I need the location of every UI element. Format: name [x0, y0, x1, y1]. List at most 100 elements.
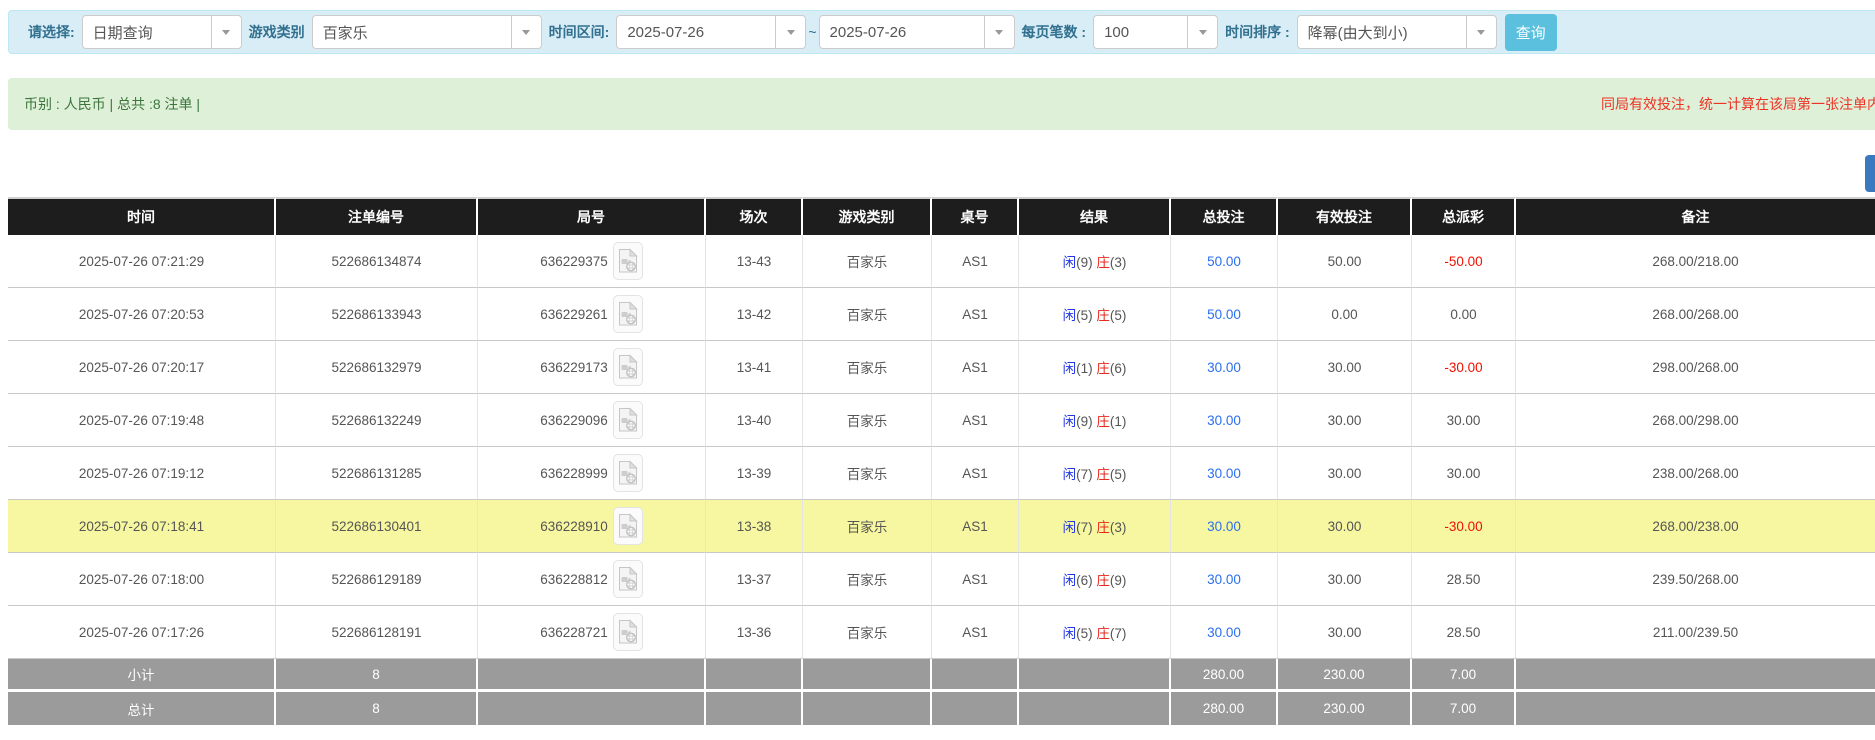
subtotal-empty — [1516, 659, 1875, 692]
cell-bet-id: 522686133943 — [276, 288, 478, 341]
col-header-round: 局号 — [478, 197, 706, 235]
cell-bet-id: 522686132979 — [276, 341, 478, 394]
cell-payout: -50.00 — [1412, 235, 1516, 288]
subtotal-empty — [1019, 659, 1171, 692]
cell-time: 2025-07-26 07:21:29 — [8, 235, 276, 288]
col-header-valid-bet: 有效投注 — [1278, 197, 1412, 235]
cell-result: 闲(1) 庄(6) — [1019, 341, 1171, 394]
chevron-down-icon — [984, 16, 1014, 48]
subtotal-payout: 7.00 — [1412, 659, 1516, 692]
cell-valid-bet: 30.00 — [1278, 553, 1412, 606]
cell-total-bet-link[interactable]: 30.00 — [1171, 394, 1278, 447]
table-row: 2025-07-26 07:17:26 522686128191 6362287… — [8, 606, 1875, 659]
cell-session: 13-42 — [706, 288, 803, 341]
cell-game-type: 百家乐 — [803, 394, 932, 447]
select-label: 请选择: — [28, 22, 75, 42]
table-header-row: 时间 注单编号 局号 场次 游戏类别 桌号 结果 总投注 有效投注 总派彩 备注 — [8, 197, 1875, 235]
subtotal-empty — [932, 659, 1019, 692]
video-file-icon[interactable] — [613, 242, 643, 280]
cell-note: 268.00/218.00 — [1516, 235, 1875, 288]
cell-total-bet-link[interactable]: 30.00 — [1171, 553, 1278, 606]
video-file-icon[interactable] — [613, 454, 643, 492]
clipped-action-button[interactable] — [1865, 155, 1875, 192]
player-result: 闲 — [1063, 308, 1077, 323]
cell-round: 636228999 — [478, 447, 706, 500]
table-row: 2025-07-26 07:20:53 522686133943 6362292… — [8, 288, 1875, 341]
video-file-icon[interactable] — [613, 295, 643, 333]
currency-total-text: 币别 : 人民币 | 总共 :8 注单 | — [8, 94, 200, 114]
grand-total-empty — [1516, 692, 1875, 725]
round-number: 636229261 — [540, 307, 608, 322]
grand-total-label: 总计 — [8, 692, 276, 725]
date-from-dropdown[interactable]: 2025-07-26 — [616, 15, 806, 49]
subtotal-empty — [478, 659, 706, 692]
player-result: 闲 — [1063, 255, 1077, 270]
grand-total-row: 总计 8 280.00 230.00 7.00 — [8, 692, 1875, 725]
cell-round: 636228812 — [478, 553, 706, 606]
banker-result: 庄 — [1096, 361, 1110, 376]
col-header-total-bet: 总投注 — [1171, 197, 1278, 235]
banker-result: 庄 — [1096, 520, 1110, 535]
cell-total-bet-link[interactable]: 30.00 — [1171, 447, 1278, 500]
video-file-icon[interactable] — [613, 560, 643, 598]
cell-note: 268.00/268.00 — [1516, 288, 1875, 341]
cell-valid-bet: 0.00 — [1278, 288, 1412, 341]
cell-game-type: 百家乐 — [803, 447, 932, 500]
chevron-down-icon — [1187, 16, 1217, 48]
cell-bet-id: 522686128191 — [276, 606, 478, 659]
sort-dropdown[interactable]: 降幂(由大到小) — [1297, 15, 1497, 49]
table-row: 2025-07-26 07:19:48 522686132249 6362290… — [8, 394, 1875, 447]
col-header-time: 时间 — [8, 197, 276, 235]
chevron-down-icon — [1466, 16, 1496, 48]
video-file-icon[interactable] — [613, 507, 643, 545]
sort-label: 时间排序 : — [1225, 22, 1290, 42]
cell-round: 636229375 — [478, 235, 706, 288]
cell-round: 636228721 — [478, 606, 706, 659]
grand-total-empty — [803, 692, 932, 725]
chevron-down-icon — [775, 16, 805, 48]
cell-session: 13-37 — [706, 553, 803, 606]
video-file-icon[interactable] — [613, 613, 643, 651]
chevron-down-icon — [511, 16, 541, 48]
cell-bet-id: 522686132249 — [276, 394, 478, 447]
player-result: 闲 — [1063, 361, 1077, 376]
player-result: 闲 — [1063, 520, 1077, 535]
cell-time: 2025-07-26 07:20:17 — [8, 341, 276, 394]
cell-total-bet-link[interactable]: 30.00 — [1171, 500, 1278, 553]
cell-valid-bet: 30.00 — [1278, 341, 1412, 394]
cell-session: 13-41 — [706, 341, 803, 394]
cell-result: 闲(5) 庄(7) — [1019, 606, 1171, 659]
cell-total-bet-link[interactable]: 30.00 — [1171, 606, 1278, 659]
grand-total-total-bet: 280.00 — [1171, 692, 1278, 725]
subtotal-row: 小计 8 280.00 230.00 7.00 — [8, 659, 1875, 692]
cell-table: AS1 — [932, 394, 1019, 447]
subtotal-label: 小计 — [8, 659, 276, 692]
chevron-down-icon — [211, 16, 241, 48]
query-button[interactable]: 查询 — [1505, 14, 1557, 51]
round-number: 636228721 — [540, 625, 608, 640]
page-size-dropdown[interactable]: 100 — [1093, 15, 1218, 49]
banker-result: 庄 — [1096, 573, 1110, 588]
cell-session: 13-38 — [706, 500, 803, 553]
cell-time: 2025-07-26 07:19:48 — [8, 394, 276, 447]
video-file-icon[interactable] — [613, 348, 643, 386]
cell-result: 闲(7) 庄(3) — [1019, 500, 1171, 553]
game-type-dropdown[interactable]: 百家乐 — [312, 15, 542, 49]
video-file-icon[interactable] — [613, 401, 643, 439]
player-score: (5) — [1076, 308, 1093, 323]
cell-time: 2025-07-26 07:18:00 — [8, 553, 276, 606]
cell-table: AS1 — [932, 553, 1019, 606]
cell-game-type: 百家乐 — [803, 553, 932, 606]
player-result: 闲 — [1063, 414, 1077, 429]
cell-session: 13-39 — [706, 447, 803, 500]
banker-score: (1) — [1110, 414, 1127, 429]
cell-result: 闲(9) 庄(3) — [1019, 235, 1171, 288]
cell-time: 2025-07-26 07:18:41 — [8, 500, 276, 553]
cell-total-bet-link[interactable]: 30.00 — [1171, 341, 1278, 394]
round-number: 636228910 — [540, 519, 608, 534]
cell-total-bet-link[interactable]: 50.00 — [1171, 235, 1278, 288]
cell-note: 268.00/238.00 — [1516, 500, 1875, 553]
cell-total-bet-link[interactable]: 50.00 — [1171, 288, 1278, 341]
query-type-dropdown[interactable]: 日期查询 — [82, 15, 242, 49]
date-to-dropdown[interactable]: 2025-07-26 — [819, 15, 1015, 49]
